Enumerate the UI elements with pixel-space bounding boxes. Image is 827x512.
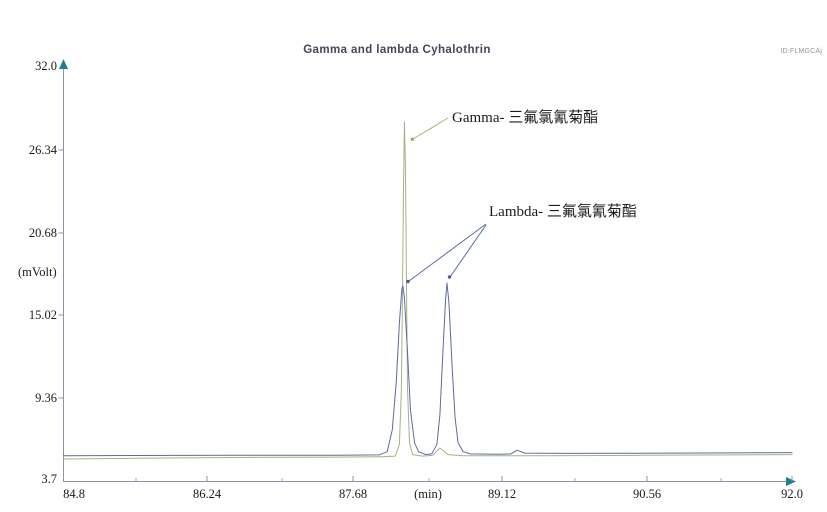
x-tick-label-86.24: 86.24 [192,487,222,501]
x-tick-label-87.68: 87.68 [338,487,368,501]
traces [62,121,793,460]
method-id-label: ID:FLMGCAj [780,48,822,55]
x-tick-marks-minor [135,478,722,482]
y-tick-label-20.68: 20.68 [28,226,57,240]
x-tick-label-90.56: 90.56 [632,487,662,501]
y-tick-marks [58,149,64,399]
lambda-peak-annotation: Lambda- 三氟氯氰菊酯 [489,204,637,220]
gamma-leader-line [410,117,449,141]
y-tick-label-32.0: 32.0 [35,59,57,73]
x-axis-arrow-icon [786,477,796,486]
x-tick-marks-major [206,476,793,482]
lambda-leader-lines [406,223,487,284]
x-tick-label-89.12: 89.12 [487,487,517,501]
y-tick-label-3.7: 3.7 [41,472,57,486]
x-tick-label-84.8: 84.8 [63,487,85,501]
y-axis-unit-label: (mVolt) [18,265,57,279]
y-tick-label-26.34: 26.34 [28,143,57,157]
x-axis-unit-label: (min) [414,487,442,501]
trace-lambda [62,282,793,457]
chart-title: Gamma and lambda Cyhalothrin [303,44,491,56]
gamma-peak-annotation: Gamma- 三氟氯氰菊酯 [452,110,599,126]
y-tick-label-9.36: 9.36 [35,391,57,405]
y-axis-arrow-icon [59,59,68,69]
trace-gamma [62,121,793,460]
y-tick-label-15.02: 15.02 [28,308,57,322]
x-tick-label-92.0: 92.0 [781,487,803,501]
